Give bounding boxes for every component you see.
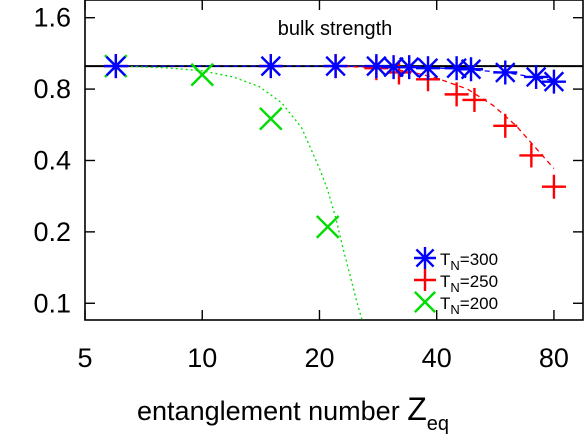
data-point <box>103 54 128 79</box>
data-point-mark-stroke <box>315 215 340 239</box>
data-point <box>462 87 487 112</box>
data-point <box>259 106 283 131</box>
data-point <box>315 215 340 239</box>
data-point <box>493 113 518 138</box>
fit-curve <box>115 65 363 320</box>
data-point <box>541 174 566 199</box>
data-points <box>103 54 566 239</box>
data-point-mark-stroke <box>260 55 282 77</box>
data-point <box>541 69 566 94</box>
y-tick-label: 0.2 <box>33 217 71 247</box>
data-point-mark-stroke <box>383 56 404 78</box>
legend-label: TN=300 <box>440 250 498 273</box>
plot-frame <box>84 0 584 321</box>
x-tick-label: 20 <box>304 343 334 373</box>
data-point-mark-stroke <box>366 55 387 77</box>
data-point-mark-stroke <box>325 55 346 77</box>
bulk-strength-label: bulk strength <box>278 18 393 40</box>
y-tick-label: 0.8 <box>33 74 71 104</box>
legend-marker-stroke <box>414 291 436 313</box>
legend-label: TN=200 <box>440 294 498 317</box>
data-point-mark-stroke <box>460 59 482 80</box>
legend-item: TN=200 <box>414 291 498 317</box>
x-tick-label: 5 <box>77 343 92 373</box>
data-point-mark-stroke <box>495 62 516 83</box>
bulk-strength-reference: bulk strength <box>85 18 583 68</box>
x-tick-label: 80 <box>539 343 569 373</box>
data-point <box>493 60 518 85</box>
data-point <box>416 56 441 81</box>
data-point-mark-stroke <box>105 55 127 77</box>
y-axis: 0.1 0.2 0.4 0.8 1.6 <box>33 3 583 318</box>
y-tick-label: 1.6 <box>33 3 71 33</box>
x-axis-label: entanglement number Zeq <box>137 391 449 435</box>
y-tick-label: 0.1 <box>33 288 71 318</box>
legend-marker-stroke <box>415 248 435 268</box>
data-point <box>323 54 348 79</box>
data-point-mark-stroke <box>190 62 215 87</box>
x-tick-label: 40 <box>422 343 452 373</box>
data-point <box>459 57 484 82</box>
data-point-mark-stroke <box>525 66 547 88</box>
data-point <box>444 82 469 107</box>
data-point <box>524 64 549 89</box>
y-tick-label: 0.4 <box>33 145 71 175</box>
data-point <box>519 143 544 168</box>
data-point-mark-stroke <box>417 57 439 79</box>
data-point <box>258 54 283 79</box>
x-axis: 5 10 20 40 80 <box>77 0 569 373</box>
data-point-mark-stroke <box>259 106 283 131</box>
data-point-mark-stroke <box>399 56 420 78</box>
legend-item: TN=300 <box>414 247 498 273</box>
data-point-mark-stroke <box>543 71 565 92</box>
fit-curve <box>335 65 555 169</box>
x-tick-label: 10 <box>187 343 217 373</box>
data-point <box>190 62 215 87</box>
legend-label: TN=250 <box>440 272 498 295</box>
